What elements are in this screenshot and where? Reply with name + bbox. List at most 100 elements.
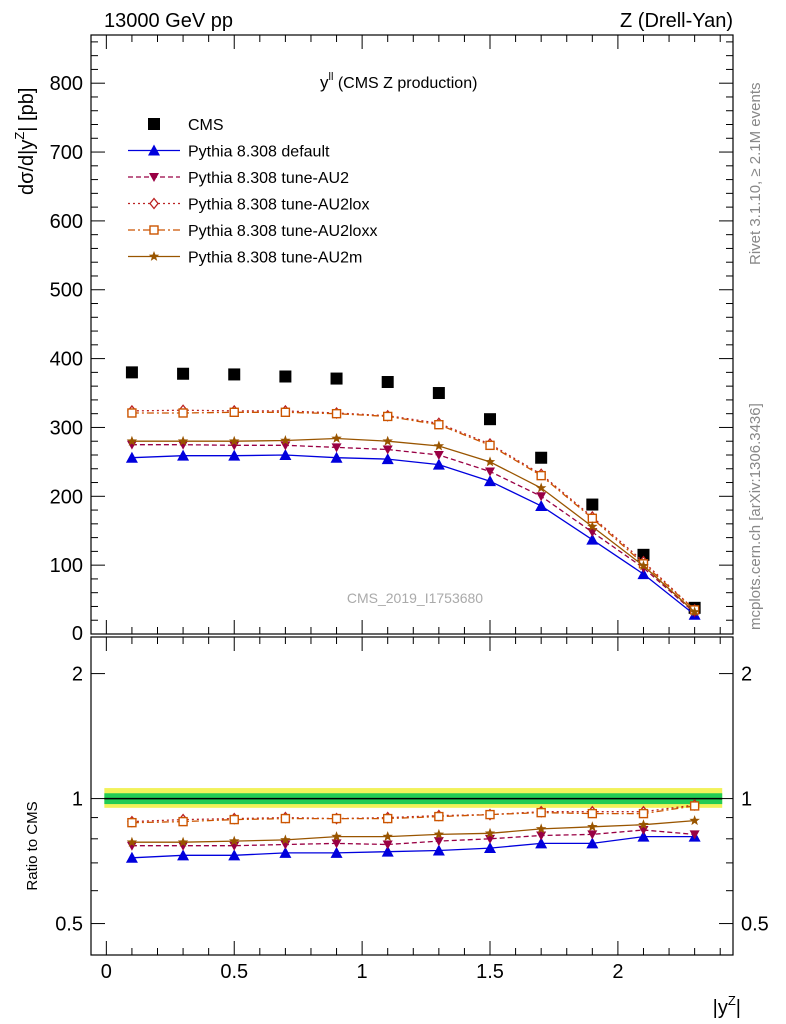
ratio-series-pythia-8-308-tune-au2 — [126, 826, 700, 851]
legend-item: Pythia 8.308 tune-AU2loxx — [128, 223, 377, 240]
ratio-data-point — [280, 813, 291, 824]
legend-marker — [148, 251, 160, 261]
data-point — [279, 448, 292, 460]
data-point — [125, 451, 138, 463]
ratio-data-point — [178, 841, 189, 851]
ratio-series-pythia-8-308-default — [125, 830, 701, 863]
ratio-y-tick-label: 0.5 — [55, 914, 83, 936]
ratio-data-point — [381, 845, 394, 857]
ratio-data-point — [536, 807, 546, 818]
data-point — [432, 387, 445, 400]
ratio-data-point — [689, 815, 700, 826]
y-tick-label: 200 — [50, 486, 83, 508]
ratio-y-tick-label: 1 — [72, 789, 83, 811]
data-point — [126, 435, 138, 446]
data-point — [331, 443, 342, 453]
ratio-series-line — [131, 805, 695, 824]
data-point — [637, 548, 650, 561]
y-tick-label: 300 — [50, 417, 83, 439]
series-cms — [125, 366, 701, 614]
ratio-data-point — [330, 846, 343, 858]
y-tick-label-zero: 0 — [72, 623, 83, 645]
legend-item: Pythia 8.308 tune-AU2m — [128, 250, 362, 267]
series-pythia-8-308-tune-au2lox — [127, 404, 700, 616]
ratio-data-point — [125, 851, 138, 863]
ratio-data-point — [177, 836, 189, 847]
ratio-data-point — [586, 837, 599, 849]
x-tick-label: 2 — [612, 961, 623, 983]
ratio-data-point — [484, 842, 497, 854]
legend-label: CMS — [188, 117, 224, 134]
main-frame — [90, 34, 734, 635]
x-tick-label: 1.5 — [476, 961, 504, 983]
legend-label: Pythia 8.308 tune-AU2 — [188, 170, 349, 187]
ratio-series-line — [131, 819, 695, 843]
data-point — [536, 492, 547, 502]
data-point — [178, 440, 189, 450]
legend-label: Pythia 8.308 tune-AU2loxx — [188, 223, 377, 240]
ratio-data-point — [331, 813, 342, 824]
legend-marker — [149, 197, 159, 210]
legend-marker — [148, 144, 160, 156]
data-point — [434, 419, 444, 430]
series-line — [131, 411, 696, 611]
data-point — [178, 408, 188, 418]
y-axis-label-ratio: Ratio to CMS — [24, 801, 41, 890]
data-point — [177, 367, 190, 380]
ratio-data-point — [279, 846, 292, 858]
y-tick-label: 800 — [50, 73, 83, 95]
legend: CMS Pythia 8.308 default Pythia 8.308 tune… — [128, 117, 377, 267]
ratio-data-point — [280, 834, 291, 845]
analysis-watermark: CMS_2019_I1753680 — [347, 590, 483, 606]
data-point — [484, 413, 497, 426]
series-line — [131, 409, 696, 611]
ratio-data-point — [535, 823, 547, 834]
ratio-data-point — [587, 808, 598, 819]
y-tick-label: 700 — [50, 142, 83, 164]
x-axis-label: |yZ| — [713, 993, 741, 1019]
series-line — [131, 444, 696, 614]
data-point — [638, 560, 649, 571]
ratio-data-point — [433, 837, 444, 847]
series-pythia-8-308-tune-au2loxx — [127, 407, 700, 615]
ratio-data-point — [126, 836, 138, 847]
ratio-data-point — [484, 827, 496, 838]
ratio-data-point — [535, 837, 548, 849]
data-point — [587, 513, 598, 524]
data-point — [432, 458, 445, 470]
data-point — [637, 568, 650, 580]
data-point — [586, 498, 599, 511]
ratio-y-tick-label: 2 — [72, 664, 83, 686]
main-plot-panel: yll (CMS Z production) dσ/d|yZ| [pb] CMS… — [12, 71, 483, 606]
ratio-data-point — [587, 830, 598, 840]
ratio-data-point — [331, 831, 342, 841]
data-point — [535, 451, 548, 464]
main-y-axis: 100 200 300 400 500 600 700 800 0 — [50, 41, 733, 645]
legend-marker — [149, 225, 159, 235]
plot-title: yll (CMS Z production) — [320, 71, 477, 92]
data-point — [587, 521, 598, 531]
ratio-series-pythia-8-308-tune-au2loxx — [127, 801, 700, 828]
x-tick-label: 1 — [357, 961, 368, 983]
ratio-y-tick-label-right: 0.5 — [741, 914, 769, 936]
ratio-data-point — [689, 801, 700, 811]
ratio-data-point — [638, 808, 649, 819]
ratio-data-point — [228, 849, 241, 861]
ratio-series-line — [131, 829, 695, 847]
data-point — [125, 366, 138, 379]
data-point — [229, 407, 239, 418]
legend-marker — [148, 118, 160, 130]
ratio-data-point — [638, 819, 649, 830]
data-point — [331, 433, 342, 443]
data-point — [228, 449, 241, 461]
ratio-data-point — [178, 816, 188, 827]
series-line — [131, 454, 696, 616]
rivet-label: Rivet 3.1.10, ≥ 2.1M events — [747, 83, 764, 266]
x-tick-label: 0.5 — [220, 961, 248, 983]
ratio-series-line — [131, 804, 695, 823]
data-point — [177, 435, 189, 446]
ratio-series-line — [131, 835, 695, 859]
data-point — [484, 456, 496, 467]
header-left: 13000 GeV pp — [104, 10, 233, 32]
